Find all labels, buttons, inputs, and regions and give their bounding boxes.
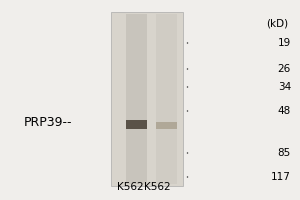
- Text: 48: 48: [278, 106, 291, 116]
- Text: 117: 117: [271, 172, 291, 182]
- Text: PRP39--: PRP39--: [24, 116, 73, 130]
- Text: K562: K562: [144, 182, 171, 192]
- Text: 85: 85: [278, 148, 291, 158]
- Text: 34: 34: [278, 82, 291, 92]
- FancyBboxPatch shape: [111, 12, 183, 186]
- FancyBboxPatch shape: [156, 122, 177, 129]
- Text: K562: K562: [117, 182, 144, 192]
- FancyBboxPatch shape: [126, 119, 147, 129]
- FancyBboxPatch shape: [156, 14, 177, 184]
- Text: 26: 26: [278, 64, 291, 74]
- Text: (kD): (kD): [266, 18, 288, 28]
- Text: 19: 19: [278, 38, 291, 48]
- FancyBboxPatch shape: [126, 14, 147, 184]
